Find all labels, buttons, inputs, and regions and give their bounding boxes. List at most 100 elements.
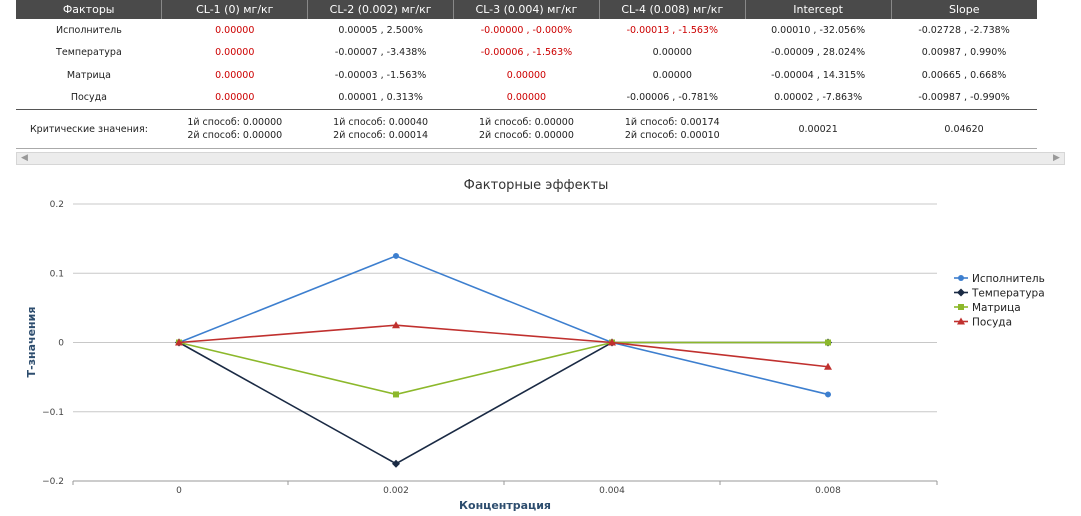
table-row: Посуда 0.00000 0.00001 , 0.313% 0.00000 -0.0… — [16, 87, 1037, 110]
x-axis-label: Концентрация — [459, 499, 551, 512]
value-cell: -0.00006 , -1.563% — [480, 47, 573, 59]
value-cell: 0.00002 , -7.863% — [774, 92, 863, 104]
critical-value-line: 1й способ: 0.00174 — [624, 117, 720, 128]
value-cell: 0.00000 — [215, 24, 255, 36]
critical-value-line: 1й способ: 0.00000 — [479, 117, 574, 128]
data-point — [392, 321, 400, 329]
critical-value-line: 2й способ: 0.00000 — [479, 130, 574, 141]
results-table: Факторы CL-1 (0) мг/кг CL-2 (0.002) мг/кг C… — [16, 0, 1037, 149]
value-cell: -0.00007 , -3.438% — [334, 47, 427, 59]
scroll-right-arrow-icon[interactable]: ▶ — [1053, 153, 1060, 163]
scroll-left-arrow-icon[interactable]: ◀ — [21, 153, 28, 163]
series-3 — [175, 321, 832, 370]
critical-value-cell: 1й способ: 0.00040 2й способ: 0.00014 — [307, 109, 454, 149]
y-tick-label: 0 — [58, 339, 64, 349]
value-cell: 0.00987 , 0.990% — [921, 47, 1007, 59]
x-tick-label: 0.008 — [815, 486, 841, 496]
data-point — [825, 391, 831, 398]
x-tick-label: 0.004 — [599, 486, 625, 496]
legend-item[interactable]: Исполнитель — [954, 273, 1045, 285]
series-line — [178, 341, 828, 465]
critical-value-cell: 1й способ: 0.00174 2й способ: 0.00010 — [599, 109, 746, 149]
value-cell: -0.00006 , -0.781% — [626, 92, 719, 104]
value-cell: 0.00000 — [506, 92, 547, 104]
factor-name-cell: Исполнитель — [55, 24, 122, 36]
value-cell: -0.02728 , -2.738% — [918, 24, 1010, 36]
critical-value-line: 1й способ: 0.00000 — [187, 117, 283, 128]
y-axis-label: Т-значения — [25, 307, 38, 378]
x-tick-label: 0 — [176, 486, 182, 496]
factor-name-cell: Температура — [56, 47, 122, 59]
factor-name-cell: Матрица — [66, 69, 111, 81]
value-cell: 0.00005 , 2.500% — [338, 24, 423, 36]
legend-label: Температура — [971, 288, 1045, 300]
value-cell: -0.00009 , 28.024% — [771, 47, 866, 59]
data-point — [393, 252, 399, 259]
factor-effects-chart: Факторные эффекты −0.2 −0.1 0 0.1 0.2 0 0.002… — [25, 178, 1045, 512]
legend-item[interactable]: Посуда — [954, 317, 1012, 329]
value-cell: 0.00000 — [215, 69, 255, 81]
y-tick-label: 0.2 — [50, 200, 64, 210]
table-row: Исполнитель 0.00000 0.00005 , 2.500% -0.000… — [16, 19, 1037, 42]
factor-name-cell: Посуда — [70, 92, 108, 104]
column-header: CL-4 (0.008) мг/кг — [599, 0, 746, 19]
chart-title: Факторные эффекты — [464, 178, 609, 193]
critical-value-line: 2й способ: 0.00014 — [333, 130, 429, 141]
legend-item[interactable]: Температура — [954, 288, 1045, 300]
series-line — [178, 255, 829, 396]
series-0 — [176, 252, 831, 398]
legend-marker — [958, 275, 964, 281]
legend-marker — [957, 288, 965, 297]
y-axis-ticks: −0.2 −0.1 0 0.1 0.2 — [42, 200, 64, 487]
horizontal-scrollbar[interactable]: ◀ ▶ — [16, 152, 1065, 165]
column-header: Intercept — [745, 0, 892, 19]
critical-value-cell: 1й способ: 0.00000 2й способ: 0.00000 — [161, 109, 308, 149]
critical-value-line: 2й способ: 0.00010 — [624, 130, 720, 141]
series-1 — [175, 338, 832, 468]
data-point — [824, 362, 832, 370]
critical-values-row: Критические значения: 1й способ: 0.00000 2… — [16, 109, 1037, 149]
chart-legend: Исполнитель Температура Матрица Посуда — [954, 273, 1045, 329]
data-point — [392, 459, 400, 468]
value-cell: 0.00010 , -32.056% — [771, 24, 866, 36]
critical-value-cell: 0.00021 — [745, 109, 892, 149]
value-cell: -0.00004 , 14.315% — [771, 69, 866, 81]
critical-value-line: 1й способ: 0.00040 — [333, 117, 429, 128]
column-header: CL-2 (0.002) мг/кг — [307, 0, 455, 19]
critical-value-line: 2й способ: 0.00000 — [187, 130, 283, 141]
data-point — [608, 338, 616, 346]
value-cell: 0.00000 — [506, 69, 547, 81]
series-2 — [176, 339, 831, 398]
value-cell: -0.00987 , -0.990% — [918, 92, 1010, 104]
value-cell: 0.00665 , 0.668% — [921, 69, 1007, 81]
value-cell: 0.00000 — [215, 92, 255, 104]
legend-item[interactable]: Матрица — [954, 302, 1021, 314]
legend-marker — [958, 304, 964, 310]
column-header: CL-1 (0) мг/кг — [161, 0, 309, 19]
legend-marker — [957, 317, 965, 325]
data-point — [393, 391, 399, 398]
y-tick-label: 0.1 — [50, 269, 64, 279]
table-header-row: Факторы CL-1 (0) мг/кг CL-2 (0.002) мг/кг C… — [16, 0, 1037, 19]
series-line — [178, 341, 828, 396]
table-row: Температура 0.00000 -0.00007 , -3.438% -0.0… — [16, 42, 1037, 65]
value-cell: -0.00000 , -0.000% — [480, 24, 573, 36]
legend-label: Матрица — [972, 302, 1021, 314]
column-header: Факторы — [16, 0, 163, 19]
column-header: Slope — [891, 0, 1037, 19]
critical-value-line: 0.04620 — [944, 123, 984, 135]
chart-series — [175, 252, 832, 468]
critical-value-cell: 1й способ: 0.00000 2й способ: 0.00000 — [453, 109, 600, 149]
critical-value-cell: 0.04620 — [891, 109, 1037, 149]
column-header: CL-3 (0.004) мг/кг — [453, 0, 600, 19]
value-cell: 0.00001 , 0.313% — [338, 92, 423, 104]
critical-values-label: Критические значения: — [16, 109, 162, 149]
x-axis: 0 0.002 0.004 0.008 — [72, 480, 938, 496]
y-tick-label: −0.1 — [42, 408, 64, 418]
data-point — [825, 339, 831, 346]
data-point — [175, 338, 183, 346]
value-cell: 0.00000 — [652, 69, 692, 81]
value-cell: 0.00000 — [652, 47, 692, 59]
value-cell: -0.00013 , -1.563% — [626, 24, 719, 36]
value-cell: -0.00003 , -1.563% — [334, 69, 427, 81]
